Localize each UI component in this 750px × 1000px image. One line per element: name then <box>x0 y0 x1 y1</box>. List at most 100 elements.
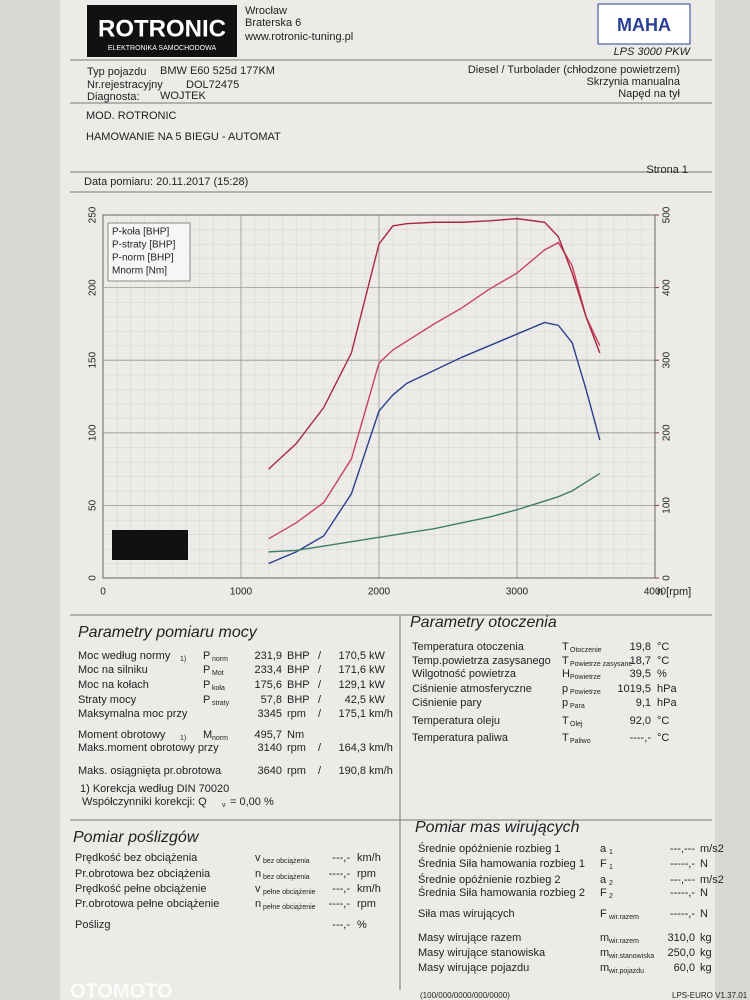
cell-value: ---,--- <box>670 874 695 886</box>
cell-unit: rpm <box>357 868 376 880</box>
cell-value: 495,7 <box>254 729 282 741</box>
cell-unit: rpm <box>287 708 306 720</box>
y-tick-label: 0 <box>88 575 99 581</box>
cell-label: Wilgotność powietrza <box>412 668 517 680</box>
cell-symbol: T <box>562 641 569 653</box>
cell-label: Moc na silniku <box>78 664 148 676</box>
cell-unit: hPa <box>657 697 677 709</box>
cell-label: Prędkość pełne obciążenie <box>75 883 206 895</box>
cell-symbol: n <box>255 898 261 910</box>
cell-note: 1) <box>180 656 186 663</box>
correction-label: Współczynniki korekcji: Q <box>82 796 207 808</box>
cell-sub: Olej <box>570 721 583 728</box>
cell-value: 9,1 <box>636 697 651 709</box>
cell-label: Moc na kołach <box>78 679 149 691</box>
y2-tick-label: 0 <box>662 575 673 581</box>
cell-symbol: a <box>600 843 607 855</box>
x-tick-label: 3000 <box>506 587 529 598</box>
cell-value: 3345 <box>258 708 282 720</box>
cell-label: Temperatura otoczenia <box>412 641 525 653</box>
cell-unit: km/h <box>357 852 381 864</box>
cell-unit2: kW <box>369 664 386 676</box>
cell-sub: 2 <box>609 880 613 887</box>
cell-unit: °C <box>657 715 669 727</box>
address: Braterska 6 <box>245 17 301 29</box>
cell-symbol: T <box>562 655 569 667</box>
cell-symbol: n <box>255 868 261 880</box>
cell-value: 231,9 <box>254 650 282 662</box>
cell-sub: wir.pojazdu <box>608 968 644 975</box>
cell-sub: pełne obciążenie <box>263 904 316 911</box>
cell-label: Masy wirujące stanowiska <box>418 947 546 959</box>
cell-sub: Mot <box>212 670 224 677</box>
cell-value: -----,- <box>670 858 695 870</box>
cell-unit: kg <box>700 947 712 959</box>
cell-sub: wir.razem <box>608 914 639 921</box>
cell-symbol: P <box>203 679 210 691</box>
cell-label: Temp.powietrza zasysanego <box>412 655 551 667</box>
cell-unit: rpm <box>287 742 306 754</box>
brand: MAHA <box>617 15 671 35</box>
correction-value: = 0,00 % <box>230 796 274 808</box>
cell-label: Maks. osiągnięta pr.obrotowa <box>78 765 222 777</box>
plot-frame <box>102 214 656 579</box>
y-tick-label: 150 <box>88 351 99 368</box>
cell-label: Pr.obrotowa bez obciążenia <box>75 868 211 880</box>
cell-label: Moc według normy <box>78 650 171 662</box>
legend-entry: P-koła [BHP] <box>112 227 169 238</box>
cell-value2: 42,5 <box>345 694 366 706</box>
cell-value: 57,8 <box>261 694 282 706</box>
cell-sub: 2 <box>609 893 613 900</box>
cell-unit: N <box>700 858 708 870</box>
legend-entry: Mnorm [Nm] <box>112 266 167 277</box>
y-tick-label: 100 <box>88 424 99 441</box>
cell-value2: 129,1 <box>338 679 366 691</box>
cell-sub: Powietrze <box>570 689 601 696</box>
cell-value: -----,- <box>670 908 695 920</box>
x-axis-label: n [rpm] <box>657 586 691 598</box>
cell-value: 3640 <box>258 765 282 777</box>
brand-box <box>597 3 691 45</box>
cell-symbol: m <box>600 962 609 974</box>
field-label: Typ pojazdu <box>87 66 146 78</box>
field-label: Diagnosta: <box>87 91 140 103</box>
cell-symbol: v <box>255 883 261 895</box>
logo-sub: ELEKTRONIKA SAMOCHODOWA <box>108 45 217 52</box>
cell-symbol: v <box>255 852 261 864</box>
series-line <box>268 472 601 553</box>
cell-symbol: P <box>203 650 210 662</box>
y2-tick-label: 500 <box>662 206 673 223</box>
cell-symbol: m <box>600 947 609 959</box>
cell-label: Prędkość bez obciążenia <box>75 852 198 864</box>
cell-symbol: H <box>562 668 570 680</box>
x-tick-label: 4000 <box>644 587 667 598</box>
cell-value: 60,0 <box>674 962 695 974</box>
cell-label: Siła mas wirujących <box>418 908 515 920</box>
cell-unit: Nm <box>287 729 304 741</box>
cell-label: Masy wirujące pojazdu <box>418 962 529 974</box>
cell-value: ----,- <box>630 732 652 744</box>
address: Wrocław <box>245 5 287 17</box>
cell-unit: N <box>700 908 708 920</box>
cell-value: ----,- <box>329 868 351 880</box>
cell-value: 310,0 <box>667 932 695 944</box>
cell-symbol: F <box>600 858 607 870</box>
cell-sub: norm <box>212 656 228 663</box>
detail: Diesel / Turbolader (chłodzone powietrze… <box>468 64 680 76</box>
cell-sub: Otoczenie <box>570 647 602 654</box>
section-title: Parametry pomiaru mocy <box>78 624 258 641</box>
correction-sub: v <box>222 802 226 809</box>
x-tick-label: 0 <box>100 587 106 598</box>
cell-sub: Powietrze <box>570 674 601 681</box>
cell-unit: kg <box>700 962 712 974</box>
x-tick-label: 2000 <box>368 587 391 598</box>
section-title: Parametry otoczenia <box>410 614 557 631</box>
cell-sub: bez obciążenia <box>263 874 310 881</box>
cell-sep: / <box>318 650 322 662</box>
cell-value: ----,- <box>329 898 351 910</box>
cell-symbol: F <box>600 908 607 920</box>
cell-unit: rpm <box>357 898 376 910</box>
cell-unit: rpm <box>287 765 306 777</box>
cell-sub: Para <box>570 703 585 710</box>
